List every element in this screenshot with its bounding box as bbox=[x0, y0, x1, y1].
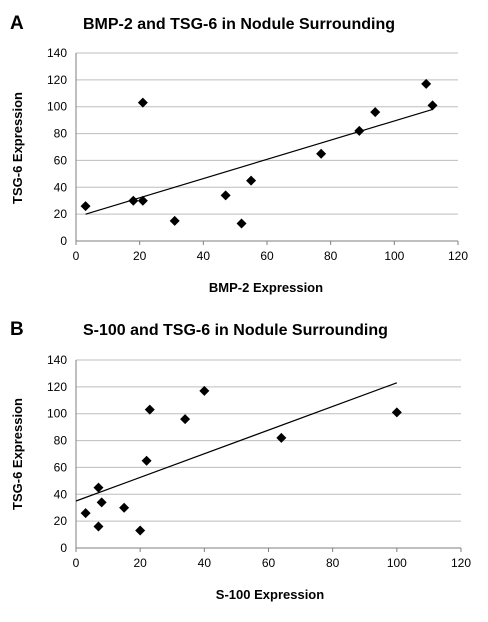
y-tick-label: 40 bbox=[54, 180, 68, 194]
x-tick-label: 60 bbox=[262, 556, 276, 570]
data-points-a bbox=[80, 78, 438, 229]
x-axis-label-b: S-100 Expression bbox=[216, 587, 324, 602]
y-tick-label: 140 bbox=[47, 353, 67, 367]
y-tick-label: 40 bbox=[54, 487, 68, 501]
data-point bbox=[93, 482, 104, 493]
chart-panel-a: A BMP-2 and TSG-6 in Nodule Surrounding … bbox=[10, 13, 468, 295]
y-tick-label: 120 bbox=[47, 73, 67, 87]
data-point bbox=[135, 525, 146, 536]
trendline-a bbox=[85, 108, 433, 215]
trendline bbox=[75, 382, 398, 502]
data-point bbox=[169, 215, 180, 226]
data-point bbox=[354, 125, 365, 136]
data-point bbox=[80, 201, 91, 212]
y-tick-label: 60 bbox=[54, 153, 68, 167]
x-tick-label: 40 bbox=[198, 556, 212, 570]
data-point bbox=[119, 502, 130, 513]
y-tick-label: 20 bbox=[54, 514, 68, 528]
axes-a bbox=[75, 53, 459, 245]
y-tick-label: 140 bbox=[47, 46, 67, 60]
x-tick-label: 0 bbox=[73, 556, 80, 570]
y-axis-label-b: TSG-6 Expression bbox=[10, 398, 25, 510]
y-tick-label: 80 bbox=[54, 434, 68, 448]
panel-letter-a: A bbox=[10, 13, 24, 34]
chart-panel-b: B S-100 and TSG-6 in Nodule Surrounding … bbox=[10, 319, 471, 602]
data-point bbox=[80, 508, 91, 519]
data-point bbox=[93, 521, 104, 532]
y-tick-label: 80 bbox=[54, 127, 68, 141]
data-point bbox=[199, 385, 210, 396]
x-tick-label: 100 bbox=[387, 556, 407, 570]
y-axis-label-a: TSG-6 Expression bbox=[10, 92, 25, 204]
x-axis-label-a: BMP-2 Expression bbox=[209, 280, 323, 295]
data-point bbox=[246, 175, 257, 186]
x-tick-label: 120 bbox=[448, 249, 468, 263]
data-point bbox=[220, 190, 231, 201]
tick-labels-b: 0 20 40 60 80 100 120 140 0 20 40 60 80 100 120 bbox=[47, 353, 471, 570]
y-tick-label: 120 bbox=[47, 380, 67, 394]
x-tick-label: 20 bbox=[133, 249, 147, 263]
y-tick-label: 0 bbox=[60, 541, 67, 555]
x-tick-label: 80 bbox=[326, 556, 340, 570]
data-point bbox=[236, 218, 247, 229]
y-tick-label: 60 bbox=[54, 460, 68, 474]
data-point bbox=[137, 97, 148, 108]
data-point bbox=[137, 195, 148, 206]
data-point bbox=[370, 107, 381, 118]
y-tick-label: 100 bbox=[47, 407, 67, 421]
data-points-b bbox=[80, 385, 402, 536]
data-point bbox=[316, 148, 327, 159]
chart-title-b: S-100 and TSG-6 in Nodule Surrounding bbox=[83, 322, 388, 339]
y-tick-label: 100 bbox=[47, 100, 67, 114]
data-point bbox=[144, 404, 155, 415]
data-point bbox=[421, 78, 432, 89]
data-point bbox=[427, 100, 438, 111]
data-point bbox=[391, 407, 402, 418]
tick-labels-a: 0 20 40 60 80 100 120 140 0 20 40 60 80 100 120 bbox=[47, 46, 468, 263]
x-tick-label: 100 bbox=[384, 249, 404, 263]
x-tick-label: 80 bbox=[324, 249, 338, 263]
data-point bbox=[276, 432, 287, 443]
axes-b bbox=[75, 360, 462, 552]
x-tick-label: 120 bbox=[451, 556, 471, 570]
x-tick-label: 40 bbox=[197, 249, 211, 263]
data-point bbox=[180, 414, 191, 425]
trendline bbox=[85, 108, 433, 215]
gridlines-a bbox=[76, 52, 458, 215]
data-point bbox=[128, 195, 139, 206]
data-point bbox=[96, 497, 107, 508]
x-tick-label: 60 bbox=[260, 249, 274, 263]
trendline-b bbox=[75, 382, 398, 502]
panel-letter-b: B bbox=[10, 319, 24, 340]
x-tick-label: 0 bbox=[73, 249, 80, 263]
data-point bbox=[141, 455, 152, 466]
y-tick-label: 0 bbox=[60, 234, 67, 248]
chart-title-a: BMP-2 and TSG-6 in Nodule Surrounding bbox=[83, 16, 395, 33]
y-tick-label: 20 bbox=[54, 207, 68, 221]
gridlines-b bbox=[76, 359, 461, 522]
x-tick-label: 20 bbox=[133, 556, 147, 570]
